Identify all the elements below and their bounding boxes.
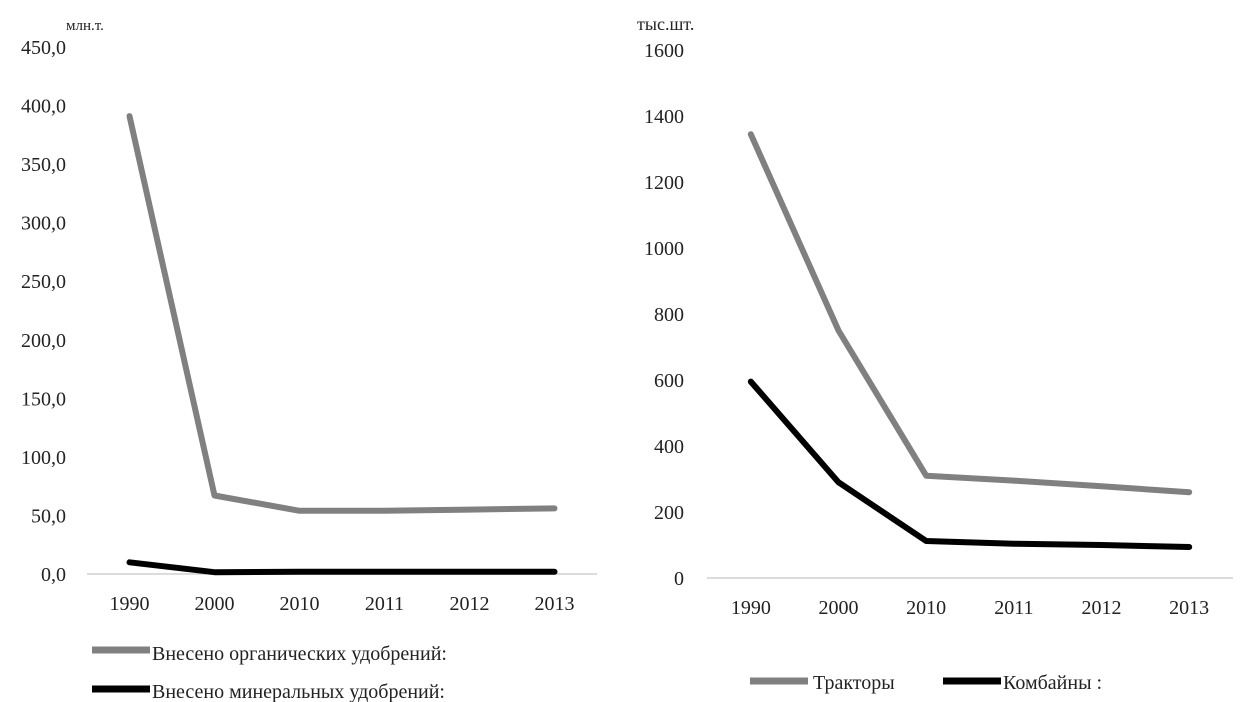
y-tick-label: 350,0: [21, 154, 66, 176]
y-tick-label: 1000: [644, 238, 684, 260]
y-tick-label: 400: [654, 436, 684, 458]
legend-label-organic: Внесено органических удобрений:: [152, 643, 447, 665]
x-tick-label: 2013: [535, 593, 575, 615]
y-tick-label: 50,0: [31, 505, 66, 527]
y-tick-label: 800: [654, 304, 684, 326]
series-line-1: [126, 559, 558, 576]
y-tick-label: 0: [674, 568, 684, 590]
y-tick-label: 0,0: [41, 564, 66, 586]
y-tick-label: 100,0: [21, 447, 66, 469]
x-tick-label: 2012: [1082, 597, 1122, 619]
fertilizer-chart: млн.т. 0,0 50,0 100,0 150,0 200,0 250,0 300,0 3…: [21, 18, 597, 702]
x-tick-labels: 1990 2000 2010 2011 2012 2013: [731, 597, 1209, 619]
x-tick-label: 2011: [994, 597, 1033, 619]
legend-label-tractors: Тракторы: [813, 672, 895, 694]
legend: Тракторы Комбайны :: [750, 672, 1102, 694]
x-tick-label: 2000: [195, 593, 235, 615]
y-tick-label: 200,0: [21, 330, 66, 352]
series-line-0: [126, 113, 558, 514]
series-line-0: [747, 131, 1193, 496]
x-tick-label: 2011: [365, 593, 404, 615]
y-tick-label: 250,0: [21, 271, 66, 293]
x-tick-label: 1990: [110, 593, 150, 615]
x-tick-label: 1990: [731, 597, 771, 619]
y-tick-label: 1600: [644, 40, 684, 62]
legend: Внесено органических удобрений: Внесено …: [92, 643, 447, 702]
y-unit-label-machinery: тыс.шт.: [637, 14, 694, 34]
x-tick-label: 2013: [1169, 597, 1209, 619]
legend-label-combines: Комбайны :: [1003, 672, 1102, 694]
y-tick-labels: 0 200 400 600 800 1000 1200 1400 1600: [644, 40, 684, 590]
y-tick-label: 300,0: [21, 213, 66, 235]
legend-label-mineral: Внесено минеральных удобрений:: [152, 681, 445, 702]
y-tick-labels: 0,0 50,0 100,0 150,0 200,0 250,0 300,0 350,0 400…: [21, 37, 66, 586]
y-tick-label: 450,0: [21, 37, 66, 59]
machinery-chart: тыс.шт. 0 200 400 600 800 1000 1200 1400 1600 19…: [637, 14, 1233, 694]
series-lines: [126, 113, 558, 576]
y-unit-label-fertilizer: млн.т.: [66, 18, 104, 34]
y-tick-label: 600: [654, 370, 684, 392]
x-tick-labels: 1990 2000 2010 2011 2012 2013: [110, 593, 575, 615]
y-tick-label: 1400: [644, 106, 684, 128]
y-tick-label: 400,0: [21, 96, 66, 118]
y-tick-label: 150,0: [21, 388, 66, 410]
x-tick-label: 2010: [280, 593, 320, 615]
x-tick-label: 2012: [450, 593, 490, 615]
x-tick-label: 2000: [819, 597, 859, 619]
series-lines: [747, 131, 1193, 550]
y-tick-label: 1200: [644, 172, 684, 194]
series-line-1: [747, 378, 1193, 550]
y-tick-label: 200: [654, 502, 684, 524]
x-tick-label: 2010: [906, 597, 946, 619]
